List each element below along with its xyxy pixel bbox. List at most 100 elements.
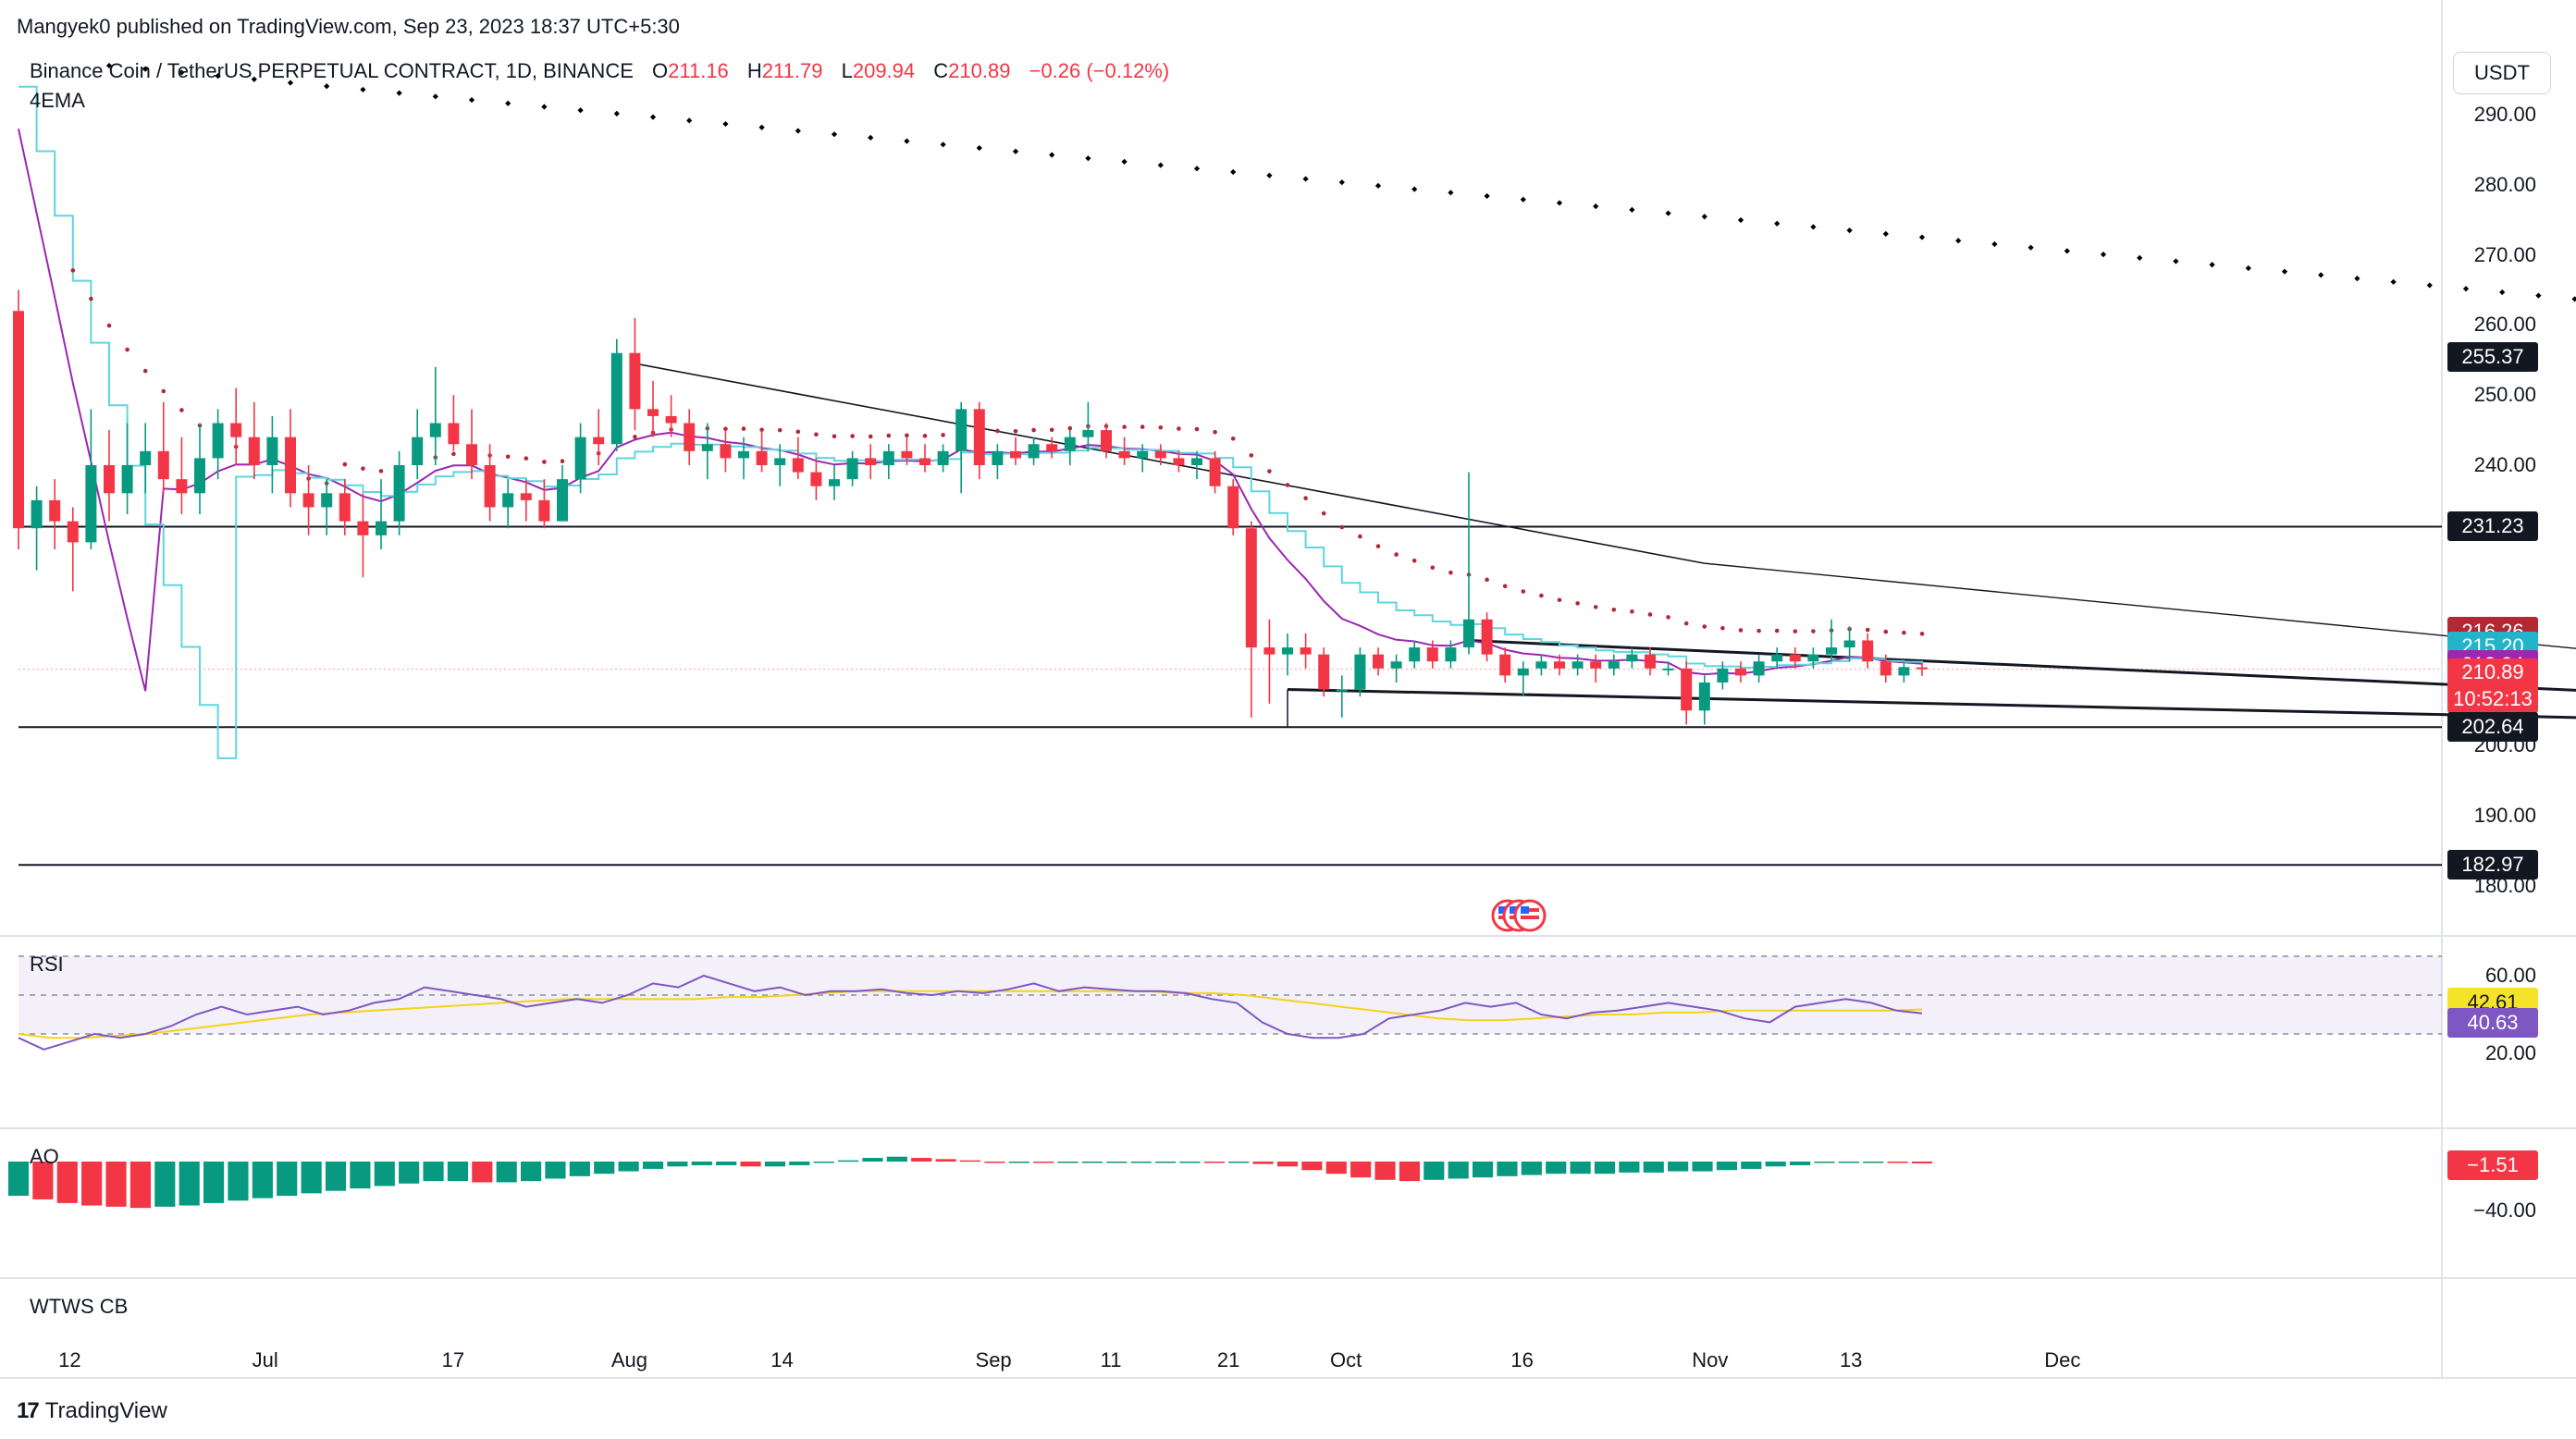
ema-red-dot	[142, 368, 148, 374]
candle-body	[1880, 661, 1892, 676]
ema-black-dot	[1157, 162, 1164, 168]
time-axis-label: 12	[58, 1348, 81, 1371]
ao-bar	[1838, 1162, 1859, 1163]
candle-body	[829, 479, 840, 486]
ema-red-dot	[106, 323, 112, 328]
candle-body	[1681, 668, 1693, 711]
candle-body	[973, 409, 985, 465]
candle-body	[955, 409, 968, 451]
ao-bar	[1228, 1162, 1250, 1163]
ao-bar	[179, 1162, 200, 1206]
economic-events-icon[interactable]	[1491, 899, 1547, 932]
moving-averages	[18, 62, 2576, 759]
symbol-legend[interactable]: Binance Coin / TetherUS PERPETUAL CONTRA…	[30, 59, 1169, 83]
ema-red-dot	[1793, 629, 1798, 633]
ema-red-dot	[179, 408, 184, 412]
ao-bar	[7, 1162, 30, 1196]
ema-black-dot	[2281, 268, 2288, 275]
ao-bar	[1424, 1162, 1445, 1180]
ema-black-dot	[1665, 210, 1671, 216]
ao-bar	[1448, 1162, 1469, 1179]
candle-body	[738, 450, 749, 459]
ao-bar	[399, 1162, 420, 1184]
ema-black-dot	[940, 141, 946, 148]
ema-black-dot	[686, 117, 693, 124]
candle-body	[67, 521, 79, 543]
ema-red-dot	[995, 428, 1000, 434]
wtws-indicator-label[interactable]: WTWS CB	[30, 1295, 129, 1318]
ao-bar	[1203, 1162, 1225, 1163]
candle-body	[1064, 437, 1076, 451]
ema-black-dot	[1629, 206, 1635, 213]
time-axis-label: 13	[1839, 1348, 1863, 1371]
candle-body	[376, 521, 387, 535]
ao-bar	[1252, 1162, 1274, 1164]
ema-black-dot	[1012, 148, 1019, 154]
trend-lines	[635, 363, 2576, 728]
ao-bar	[813, 1162, 834, 1163]
ema-red-dot	[1303, 496, 1308, 500]
ao-bar	[1570, 1162, 1591, 1175]
ao-bar	[1789, 1162, 1811, 1165]
close-value: 210.89	[948, 59, 1011, 82]
ao-bar	[740, 1162, 761, 1167]
ema-red-dot	[633, 435, 637, 439]
ema-black-dot	[1737, 216, 1744, 224]
ao-indicator-label[interactable]: AO	[30, 1145, 59, 1168]
candle-body	[665, 415, 677, 424]
ema-red-dot	[1394, 552, 1399, 557]
candle-body	[1046, 444, 1058, 451]
ao-bar	[154, 1162, 176, 1207]
ao-bar	[935, 1159, 956, 1162]
candle-body	[1390, 661, 1402, 669]
time-axis-label: 11	[1100, 1348, 1122, 1371]
price-badge: 182.97	[2447, 850, 2538, 880]
ema-red-dot	[741, 426, 746, 431]
candle-body	[520, 493, 532, 500]
ao-bar	[984, 1162, 1005, 1163]
candle-body	[1590, 661, 1602, 669]
ao-bar	[545, 1162, 566, 1179]
time-axis-label: Dec	[2044, 1348, 2081, 1371]
currency-button[interactable]: USDT	[2453, 52, 2551, 94]
ema-red-dot	[1521, 589, 1526, 594]
candle-body	[919, 458, 931, 465]
candle-body	[121, 465, 133, 494]
rsi-line	[18, 974, 1923, 1051]
tradingview-brand[interactable]: 17 TradingView	[17, 1398, 167, 1424]
candle-body	[1409, 647, 1421, 662]
candle-body	[194, 458, 205, 494]
ema-indicator-label[interactable]: 4EMA	[30, 89, 85, 112]
ema-black-dot	[904, 138, 910, 144]
ema-red-dot	[941, 433, 945, 437]
ema-black-dot	[2535, 292, 2542, 299]
ema-black-dot	[1846, 228, 1853, 234]
time-axis-label: 16	[1510, 1348, 1534, 1371]
ao-bar	[1154, 1162, 1177, 1163]
ema-red-dot	[1502, 584, 1508, 589]
ema-black-dot	[1085, 155, 1091, 162]
ao-bar	[252, 1162, 273, 1199]
candle-body	[1227, 486, 1239, 529]
candle-body	[302, 493, 314, 508]
rsi-indicator-label[interactable]: RSI	[30, 953, 64, 976]
candle-body	[1263, 647, 1276, 655]
open-value: 211.16	[668, 59, 729, 82]
ao-bar	[1716, 1162, 1738, 1171]
tradingview-logo-icon: 17	[17, 1398, 40, 1423]
candle-body	[574, 437, 586, 480]
ao-bar	[1106, 1162, 1128, 1163]
ao-bar	[81, 1162, 103, 1206]
ema-red-dot	[777, 427, 783, 433]
candle-body	[720, 444, 732, 459]
ao-bar	[1814, 1162, 1835, 1163]
ema-black-dot	[215, 72, 221, 80]
ao-bar	[569, 1162, 590, 1176]
ema-red-dot	[1267, 469, 1272, 474]
candle-body	[882, 450, 894, 465]
ema-black-dot	[2028, 244, 2034, 251]
ema-black-dot	[868, 134, 874, 141]
candle-body	[484, 465, 496, 508]
ema-red-dot	[342, 461, 348, 467]
